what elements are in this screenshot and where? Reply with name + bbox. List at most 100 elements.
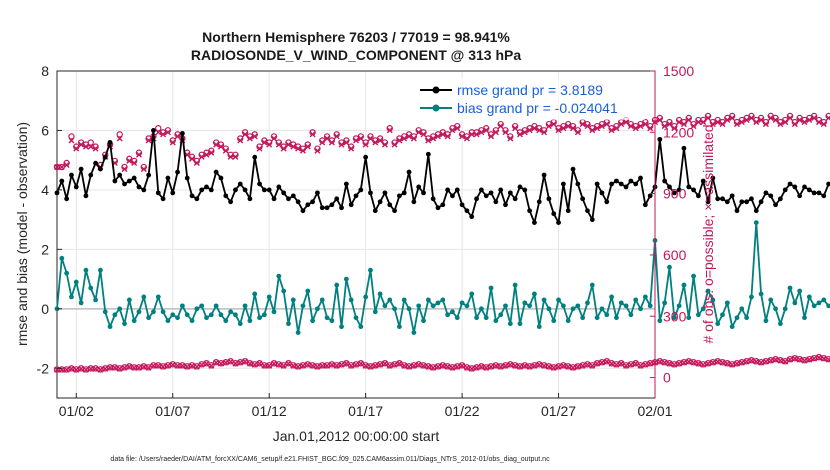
rmse-point xyxy=(281,190,287,196)
bias-point xyxy=(151,309,156,315)
obs-assimilated-point xyxy=(536,361,543,368)
rmse-point xyxy=(175,169,180,175)
bias-point xyxy=(184,312,190,318)
obs-possible-point xyxy=(155,125,162,132)
bias-point xyxy=(753,220,759,226)
rmse-point xyxy=(710,175,716,181)
bias-point xyxy=(459,300,465,306)
obs-assimilated-point xyxy=(343,139,350,146)
rmse-point xyxy=(744,199,750,205)
obs-assimilated-point xyxy=(502,362,509,369)
obs-assimilated-point xyxy=(299,362,306,369)
obs-assimilated-point xyxy=(618,360,625,367)
obs-assimilated-point xyxy=(434,363,441,370)
bias-point xyxy=(69,294,74,300)
obs-assimilated-point xyxy=(782,119,789,126)
obs-assimilated-point xyxy=(386,362,393,369)
rmse-point xyxy=(729,193,735,199)
obs-assimilated-point xyxy=(787,115,794,122)
obs-assimilated-point xyxy=(729,115,736,122)
rmse-point xyxy=(141,187,147,193)
rmse-point xyxy=(64,196,70,202)
rmse-point xyxy=(445,187,451,193)
obs-assimilated-point xyxy=(806,356,813,363)
obs-assimilated-point xyxy=(208,149,215,156)
rmse-point xyxy=(170,190,176,196)
obs-assimilated-point xyxy=(246,360,253,367)
obs-assimilated-point xyxy=(160,363,167,370)
x-tick-label: 01/02 xyxy=(59,403,94,419)
obs-assimilated-point xyxy=(280,362,287,369)
bias-point xyxy=(724,300,730,306)
obs-assimilated-point xyxy=(468,365,475,372)
rmse-point xyxy=(681,145,687,151)
rmse-point xyxy=(676,187,682,193)
rmse-point xyxy=(724,199,730,205)
obs-assimilated-point xyxy=(420,362,427,369)
rmse-point xyxy=(334,196,340,202)
obs-assimilated-point xyxy=(463,135,470,142)
rmse-point xyxy=(305,202,311,208)
obs-assimilated-point xyxy=(338,141,345,148)
obs-assimilated-point xyxy=(439,131,446,138)
rmse-point xyxy=(353,193,359,199)
obs-assimilated-point xyxy=(164,362,171,369)
bias-point xyxy=(281,288,287,294)
rmse-point xyxy=(787,181,793,187)
obs-assimilated-point xyxy=(299,147,306,154)
rmse-point xyxy=(493,199,499,205)
x-tick-label: 01/27 xyxy=(541,403,576,419)
rmse-point xyxy=(556,220,561,226)
obs-assimilated-point xyxy=(160,131,167,138)
obs-assimilated-point xyxy=(189,362,196,369)
obs-assimilated-point xyxy=(507,361,514,368)
obs-assimilated-point xyxy=(767,115,774,122)
obs-assimilated-point xyxy=(271,135,278,142)
rmse-point xyxy=(290,193,296,199)
obs-assimilated-point xyxy=(261,362,268,369)
rmse-point xyxy=(594,181,600,187)
rmse-point xyxy=(657,136,663,142)
rmse-point xyxy=(671,190,677,196)
rmse-point xyxy=(734,208,740,214)
obs-assimilated-point xyxy=(666,121,673,128)
obs-assimilated-point xyxy=(391,361,398,368)
obs-assimilated-point xyxy=(193,363,200,370)
rmse-point xyxy=(151,128,156,133)
bias-point xyxy=(580,315,586,321)
obs-assimilated-point xyxy=(367,363,374,370)
bias-point xyxy=(73,279,79,285)
rmse-point xyxy=(633,181,639,187)
obs-assimilated-point xyxy=(227,153,234,160)
obs-assimilated-point xyxy=(145,137,152,144)
obs-assimilated-point xyxy=(401,362,408,369)
obs-assimilated-point xyxy=(372,139,379,146)
obs-assimilated-point xyxy=(492,129,499,136)
obs-possible-point xyxy=(116,131,123,138)
rmse-point xyxy=(696,193,701,199)
obs-assimilated-point xyxy=(685,117,692,124)
obs-assimilated-point xyxy=(748,357,755,364)
obs-assimilated-point xyxy=(454,125,461,132)
obs-assimilated-point xyxy=(82,143,89,150)
bias-point xyxy=(300,303,306,309)
obs-assimilated-point xyxy=(825,356,830,363)
obs-assimilated-point xyxy=(266,141,273,148)
obs-assimilated-point xyxy=(217,360,224,367)
bias-point xyxy=(401,297,407,303)
bias-point xyxy=(353,315,359,321)
obs-assimilated-point xyxy=(131,159,138,166)
rmse-point xyxy=(623,184,629,190)
bias-point xyxy=(734,315,740,321)
rmse-point xyxy=(73,184,79,190)
obs-assimilated-point xyxy=(791,121,798,128)
rmse-point xyxy=(300,208,306,214)
rmse-point xyxy=(165,175,171,181)
obs-assimilated-point xyxy=(516,131,523,138)
obs-assimilated-point xyxy=(555,363,562,370)
obs-assimilated-point xyxy=(184,363,191,370)
obs-assimilated-point xyxy=(709,121,716,128)
grid-lines xyxy=(57,70,656,398)
bias-point xyxy=(546,306,552,312)
obs-assimilated-point xyxy=(232,360,239,367)
